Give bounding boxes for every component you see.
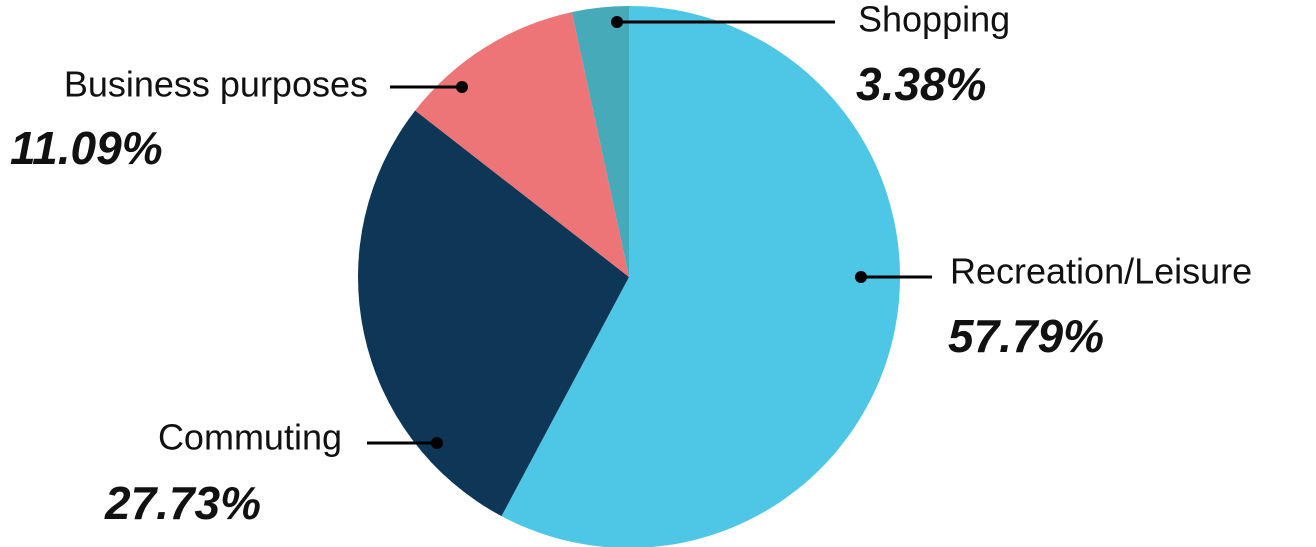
value-label: 3.38% — [856, 58, 986, 110]
leader-dot — [456, 81, 468, 93]
leader-dot — [431, 437, 443, 449]
value-label: 57.79% — [948, 310, 1104, 362]
leader-dot — [611, 16, 623, 28]
value-label: 27.73% — [104, 477, 261, 529]
pie-slice — [357, 110, 629, 517]
category-label: Commuting — [158, 417, 342, 458]
category-label: Recreation/Leisure — [950, 251, 1252, 292]
pie-slice — [571, 6, 629, 277]
pie-slice — [501, 6, 900, 547]
category-label: Business purposes — [64, 64, 368, 105]
pie-slice — [415, 12, 629, 277]
leader-dot — [855, 271, 867, 283]
value-label: 11.09% — [10, 122, 163, 174]
category-label: Shopping — [858, 0, 1010, 40]
